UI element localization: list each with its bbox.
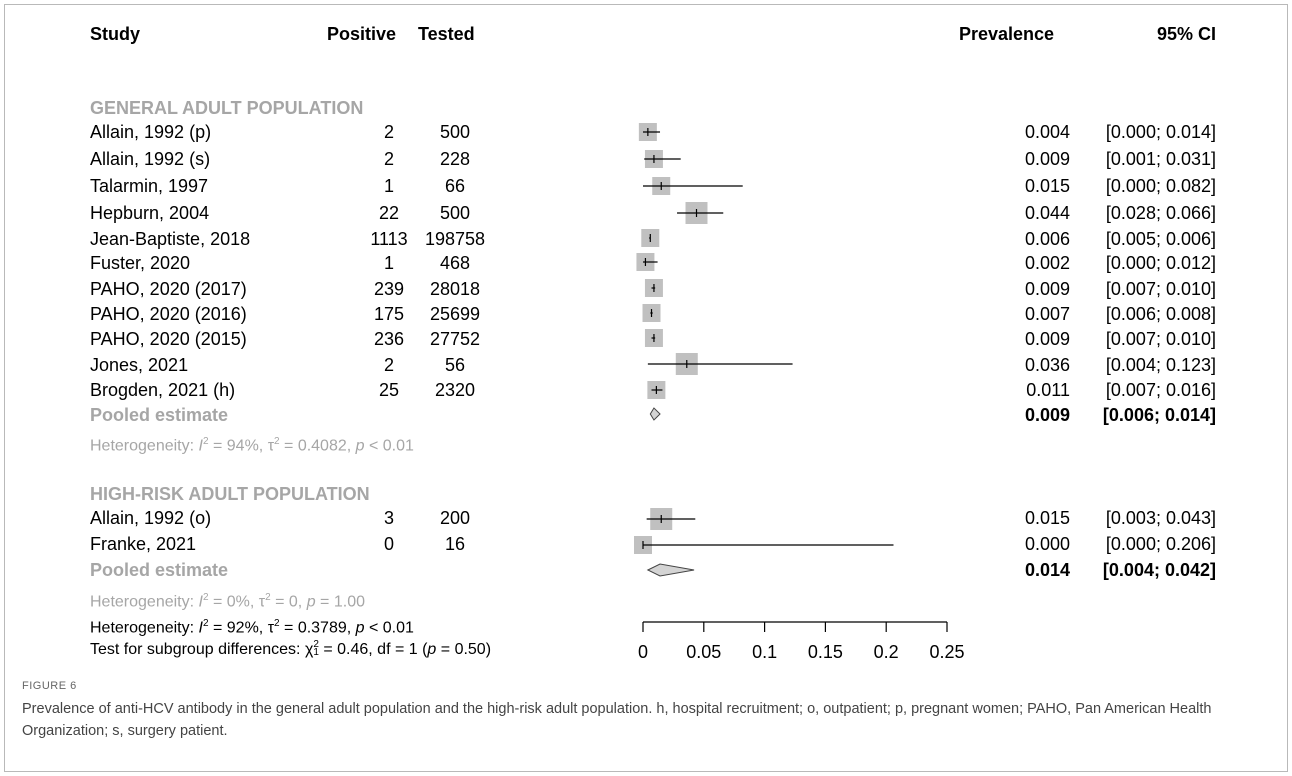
study-name: Franke, 2021: [90, 534, 197, 554]
prevalence-value: 0.015: [1024, 176, 1070, 196]
heterogeneity-high-risk: Heterogeneity: I2 = 0%, τ2 = 0, p = 1.00: [90, 592, 365, 611]
x-axis-tick-label: 0.25: [929, 642, 964, 662]
x-axis-tick-label: 0.1: [752, 642, 777, 662]
group-title-general: GENERAL ADULT POPULATION: [90, 98, 364, 118]
positive-count: 2: [383, 149, 394, 169]
x-axis-tick-label: 0: [638, 642, 648, 662]
study-name: PAHO, 2020 (2017): [90, 279, 247, 299]
positive-count: 1: [383, 253, 394, 273]
figure-label: FIGURE 6: [22, 680, 77, 692]
positive-count: 22: [378, 203, 400, 223]
prevalence-value: 0.009: [1024, 279, 1070, 299]
prevalence-value: 0.004: [1024, 122, 1070, 142]
study-name: PAHO, 2020 (2016): [90, 304, 247, 324]
tested-count: 25699: [429, 304, 481, 324]
study-name: Jean-Baptiste, 2018: [90, 229, 251, 249]
ci-value: [0.000; 0.082]: [1105, 176, 1216, 196]
tested-count: 468: [439, 253, 471, 273]
ci-value: [0.028; 0.066]: [1105, 203, 1216, 223]
header-tested: Tested: [418, 24, 475, 44]
pooled-label: Pooled estimate: [90, 405, 229, 425]
tested-count: 228: [439, 149, 471, 169]
study-name: PAHO, 2020 (2015): [90, 329, 247, 349]
ci-value: [0.006; 0.008]: [1105, 304, 1216, 324]
header-positive: Positive: [327, 24, 397, 44]
tested-count: 56: [444, 355, 466, 375]
ci-value: [0.000; 0.012]: [1105, 253, 1216, 273]
tested-count: 500: [439, 203, 471, 223]
tested-count: 16: [444, 534, 466, 554]
tested-count: 27752: [429, 329, 481, 349]
tested-count: 2320: [434, 380, 476, 400]
prevalence-value: 0.007: [1024, 304, 1070, 324]
tested-count: 66: [444, 176, 466, 196]
pooled-estimate-diamond: [646, 563, 695, 577]
x-axis-tick-label: 0.15: [808, 642, 843, 662]
pooled-label: Pooled estimate: [90, 560, 229, 580]
positive-count: 236: [373, 329, 405, 349]
heterogeneity-overall: Heterogeneity: I2 = 92%, τ2 = 0.3789, p …: [90, 618, 414, 637]
figure-frame: [4, 4, 1288, 772]
prevalence-value: 0.015: [1024, 508, 1070, 528]
x-axis-tick-label: 0.2: [874, 642, 899, 662]
x-axis-tick-label: 0.05: [686, 642, 721, 662]
positive-count: 3: [383, 508, 394, 528]
ci-value: [0.007; 0.010]: [1105, 279, 1216, 299]
pooled-ci: [0.004; 0.042]: [1102, 560, 1216, 580]
study-name: Allain, 1992 (o): [90, 508, 212, 528]
positive-count: 1113: [370, 229, 408, 249]
study-name: Allain, 1992 (p): [90, 122, 212, 142]
positive-count: 239: [373, 279, 405, 299]
prevalence-value: 0.009: [1024, 329, 1070, 349]
prevalence-value: 0.036: [1024, 355, 1070, 375]
ci-value: [0.004; 0.123]: [1105, 355, 1216, 375]
ci-value: [0.003; 0.043]: [1105, 508, 1216, 528]
tested-count: 198758: [424, 229, 486, 249]
positive-count: 175: [373, 304, 405, 324]
tested-count: 28018: [429, 279, 481, 299]
tested-count: 500: [439, 122, 471, 142]
ci-value: [0.007; 0.010]: [1105, 329, 1216, 349]
prevalence-value: 0.009: [1024, 149, 1070, 169]
pooled-estimate-diamond: [649, 407, 661, 421]
header-ci: 95% CI: [1156, 24, 1216, 44]
ci-value: [0.000; 0.206]: [1105, 534, 1216, 554]
positive-count: 0: [383, 534, 394, 554]
study-name: Hepburn, 2004: [90, 203, 210, 223]
positive-count: 2: [383, 355, 394, 375]
pooled-prevalence: 0.014: [1024, 560, 1070, 580]
tested-count: 200: [439, 508, 471, 528]
positive-count: 25: [378, 380, 400, 400]
ci-value: [0.005; 0.006]: [1105, 229, 1216, 249]
pooled-ci: [0.006; 0.014]: [1102, 405, 1216, 425]
ci-value: [0.001; 0.031]: [1105, 149, 1216, 169]
prevalence-value: 0.006: [1024, 229, 1070, 249]
ci-value: [0.007; 0.016]: [1105, 380, 1216, 400]
positive-count: 1: [383, 176, 394, 196]
study-name: Brogden, 2021 (h): [90, 380, 236, 400]
heterogeneity-general: Heterogeneity: I2 = 94%, τ2 = 0.4082, p …: [90, 436, 414, 455]
positive-count: 2: [383, 122, 394, 142]
prevalence-value: 0.044: [1024, 203, 1070, 223]
study-name: Allain, 1992 (s): [90, 149, 211, 169]
study-name: Fuster, 2020: [90, 253, 191, 273]
ci-value: [0.000; 0.014]: [1105, 122, 1216, 142]
group-title-high-risk: HIGH-RISK ADULT POPULATION: [90, 484, 370, 504]
prevalence-value: 0.000: [1024, 534, 1070, 554]
prevalence-value: 0.011: [1026, 380, 1070, 400]
prevalence-value: 0.002: [1024, 253, 1070, 273]
header-study: Study: [90, 24, 141, 44]
study-name: Jones, 2021: [90, 355, 189, 375]
header-prevalence: Prevalence: [959, 24, 1055, 44]
study-name: Talarmin, 1997: [90, 176, 209, 196]
pooled-prevalence: 0.009: [1024, 405, 1070, 425]
figure-caption: Prevalence of anti-HCV antibody in the g…: [22, 701, 1212, 739]
